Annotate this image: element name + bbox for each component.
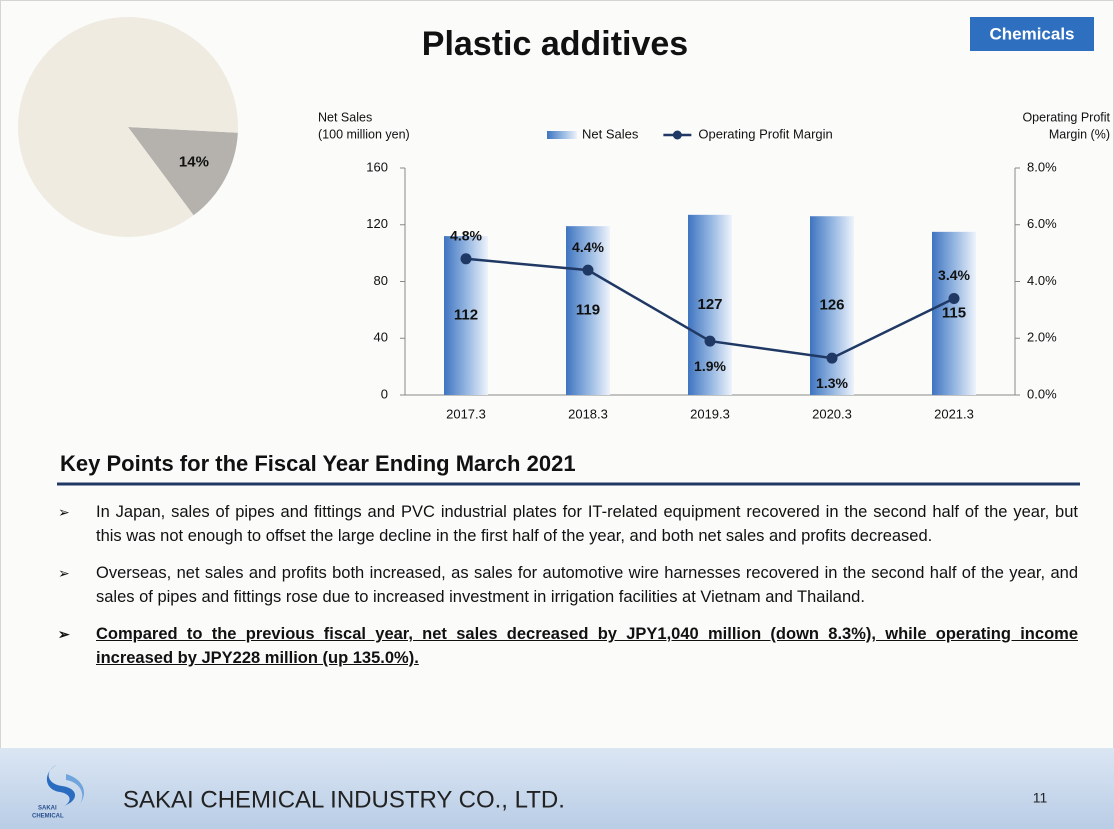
key-point: Overseas, net sales and profits both inc… [58,561,1078,609]
logo-text: SAKAI [38,806,57,812]
y2-tick-label: 2.0% [1027,330,1057,345]
key-point: In Japan, sales of pipes and fittings an… [58,500,1078,548]
bar [566,226,610,395]
pie-label: 14% [179,153,209,170]
bar-label: 112 [454,307,478,324]
logo-text: CHEMICAL [32,814,64,820]
margin-point [582,264,594,276]
x-tick-label: 2018.3 [568,406,608,421]
legend-label: Operating Profit Margin [698,126,832,141]
page-number: 11 [1033,790,1048,806]
tag: Chemicals [989,24,1074,43]
key-points-heading: Key Points for the Fiscal Year Ending Ma… [60,451,576,476]
y-tick-label: 120 [366,216,388,231]
legend-marker [672,130,682,140]
bar [688,214,732,395]
margin-point [704,335,716,347]
y2-tick-label: 6.0% [1027,216,1057,231]
slide-title: Plastic additives [422,25,688,63]
x-tick-label: 2020.3 [812,406,852,421]
pie-slice [17,16,239,237]
y-tick-label: 40 [374,330,388,345]
y-axis-title: Net Sales [318,110,372,124]
bar [810,216,854,395]
margin-point [826,352,838,364]
margin-label: 4.8% [450,228,482,244]
key-point: Compared to the previous fiscal year, ne… [58,622,1078,670]
margin-label: 1.9% [694,358,726,374]
margin-label: 1.3% [816,375,848,391]
margin-point [948,293,960,305]
x-tick-label: 2021.3 [934,406,974,421]
y-tick-label: 0 [381,386,388,401]
logo-swirl [46,764,76,806]
y2-tick-label: 8.0% [1027,159,1057,174]
y2-axis-title: Margin (%) [1049,127,1110,141]
logo-swirl [66,774,85,804]
legend-label: Net Sales [582,126,639,141]
margin-label: 3.4% [938,267,970,283]
company-name: SAKAI CHEMICAL INDUSTRY CO., LTD. [123,786,565,813]
legend-swatch [547,131,577,139]
key-points-list: In Japan, sales of pipes and fittings an… [58,500,1078,683]
bar [932,231,976,395]
y-axis-title: (100 million yen) [318,127,410,141]
x-tick-label: 2019.3 [690,406,730,421]
bar-label: 119 [576,302,600,319]
bar-label: 126 [819,297,844,314]
margin-label: 4.4% [572,239,604,255]
y2-tick-label: 4.0% [1027,273,1057,288]
bar-label: 127 [697,296,722,313]
y-tick-label: 160 [366,159,388,174]
x-tick-label: 2017.3 [446,406,486,421]
margin-point [460,253,472,265]
y-tick-label: 80 [374,273,388,288]
pie-slice [128,127,238,216]
footer-band [0,748,1114,829]
tag-box [970,17,1094,51]
y2-tick-label: 0.0% [1027,386,1057,401]
bar-label: 115 [942,304,966,321]
y2-axis-title: Operating Profit [1022,110,1110,124]
